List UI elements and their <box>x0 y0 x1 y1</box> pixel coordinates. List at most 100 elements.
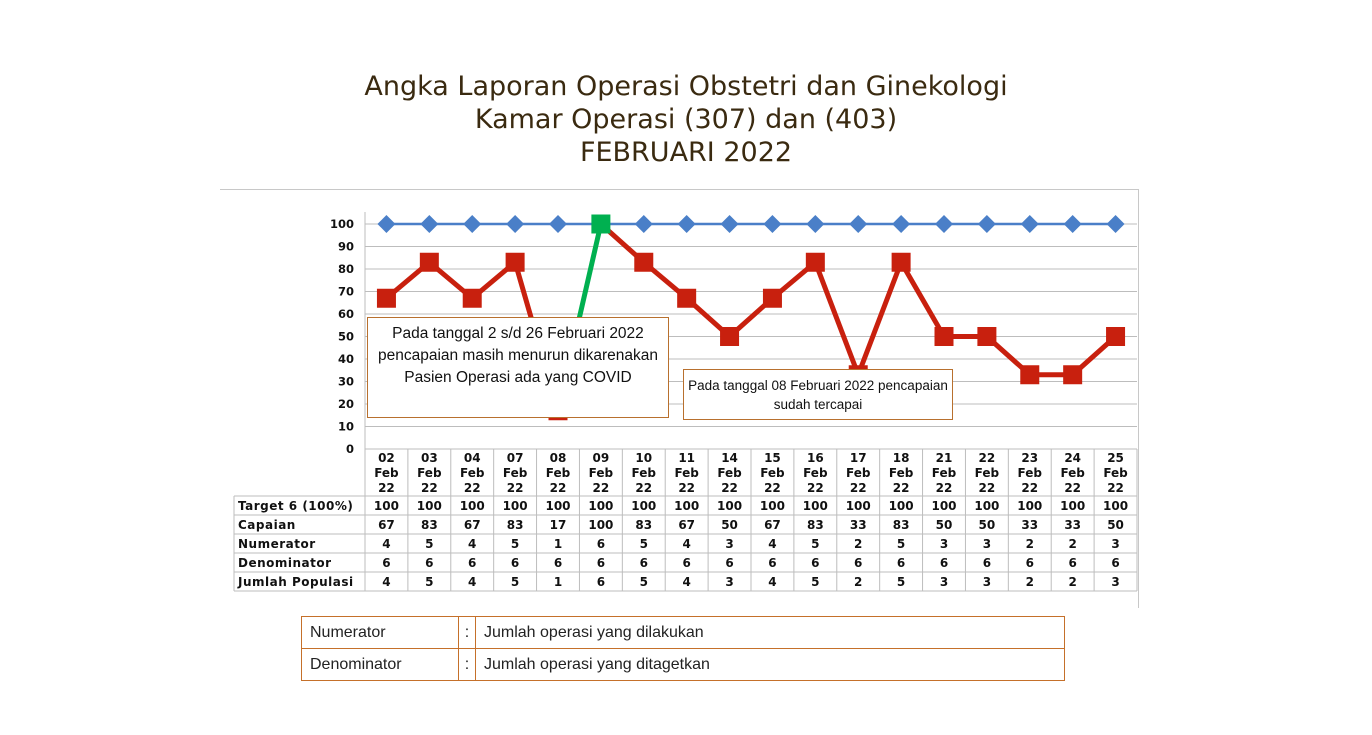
table-cell: 3 <box>725 575 733 589</box>
x-tick-label: 17 Feb 22 <box>846 451 871 495</box>
capaian-point <box>505 252 525 272</box>
table-cell: 4 <box>682 575 690 589</box>
x-tick-label: 07 Feb 22 <box>503 451 528 495</box>
table-cell: 100 <box>717 499 742 513</box>
x-tick-label: 18 Feb 22 <box>889 451 914 495</box>
table-cell: 100 <box>889 499 914 513</box>
table-cell: 50 <box>936 518 953 532</box>
table-cell: 100 <box>974 499 999 513</box>
definition-row: Numerator : Jumlah operasi yang dilakuka… <box>301 616 1065 649</box>
table-cell: 6 <box>940 556 948 570</box>
definition-separator: : <box>458 648 476 681</box>
target-point <box>849 215 868 233</box>
table-cell: 33 <box>850 518 867 532</box>
y-tick-label: 90 <box>338 240 354 254</box>
x-tick-label: 21 Feb 22 <box>932 451 957 495</box>
table-cell: 4 <box>768 537 776 551</box>
table-cell: 100 <box>1060 499 1085 513</box>
x-tick-label: 08 Feb 22 <box>546 451 571 495</box>
table-cell: 4 <box>468 537 476 551</box>
table-cell: 6 <box>725 556 733 570</box>
target-point <box>935 215 953 233</box>
table-cell: 6 <box>382 556 390 570</box>
table-cell: 5 <box>640 537 648 551</box>
target-point <box>677 215 696 233</box>
table-cell: 1 <box>554 575 562 589</box>
table-cell: 2 <box>854 575 862 589</box>
target-point <box>420 215 439 233</box>
table-cell: 17 <box>550 518 567 532</box>
table-cell: 2 <box>854 537 862 551</box>
x-tick-label: 16 Feb 22 <box>803 451 828 495</box>
chart-title: Angka Laporan Operasi Obstetri dan Ginek… <box>0 70 1372 169</box>
table-cell: 3 <box>940 575 948 589</box>
table-cell: 100 <box>503 499 528 513</box>
target-point <box>377 215 396 233</box>
table-cell: 5 <box>811 575 819 589</box>
definition-description: Jumlah operasi yang ditagetkan <box>475 648 1065 681</box>
x-tick-label: 04 Feb 22 <box>460 451 485 495</box>
table-cell: 4 <box>768 575 776 589</box>
table-cell: 6 <box>897 556 905 570</box>
y-tick-label: 30 <box>338 375 354 389</box>
y-tick-label: 40 <box>338 352 354 366</box>
table-cell: 83 <box>635 518 652 532</box>
y-axis-ticks: 0 10 20 30 40 50 60 70 80 90 100 <box>330 217 354 456</box>
x-tick-label: 23 Feb 22 <box>1018 451 1043 495</box>
table-cell: 6 <box>511 556 519 570</box>
table-cell: 5 <box>425 575 433 589</box>
x-tick-label: 03 Feb 22 <box>417 451 442 495</box>
capaian-point <box>634 252 654 272</box>
table-cell: 3 <box>1111 537 1119 551</box>
capaian-point <box>1106 327 1126 346</box>
table-cell: 50 <box>1107 518 1124 532</box>
table-cell: 100 <box>1103 499 1128 513</box>
table-cell: 6 <box>554 556 562 570</box>
table-cell: 5 <box>811 537 819 551</box>
x-tick-label: 24 Feb 22 <box>1060 451 1085 495</box>
title-line-2: Kamar Operasi (307) dan (403) <box>474 104 898 135</box>
definition-separator: : <box>458 616 476 649</box>
table-cell: 100 <box>545 499 570 513</box>
table-cell: 100 <box>460 499 485 513</box>
table-cell: 4 <box>468 575 476 589</box>
table-row-label: Denominator <box>238 556 332 570</box>
target-point <box>1020 215 1039 233</box>
capaian-point <box>762 288 782 308</box>
target-point <box>977 215 996 233</box>
table-cell: 6 <box>468 556 476 570</box>
annotation-covid: Pada tanggal 2 s/d 26 Februari 2022 penc… <box>367 317 669 418</box>
table-cell: 67 <box>678 518 695 532</box>
capaian-point <box>419 252 439 272</box>
table-cell: 2 <box>1068 575 1076 589</box>
table-cell: 6 <box>597 575 605 589</box>
chart-frame <box>220 189 1139 608</box>
table-cell: 6 <box>640 556 648 570</box>
capaian-point <box>1063 365 1083 385</box>
capaian-point <box>891 252 911 272</box>
target-point <box>549 215 567 233</box>
x-tick-label: 15 Feb 22 <box>760 451 785 495</box>
table-cell: 100 <box>374 499 399 513</box>
target-point <box>463 215 482 233</box>
table-cell: 5 <box>897 537 905 551</box>
table-cell: 6 <box>1111 556 1119 570</box>
table-cell: 3 <box>940 537 948 551</box>
table-cell: 3 <box>983 575 991 589</box>
annotation-achieved: Pada tanggal 08 Februari 2022 pencapaian… <box>683 369 953 420</box>
table-cell: 5 <box>897 575 905 589</box>
table-cell: 5 <box>425 537 433 551</box>
table-cell: 6 <box>1068 556 1076 570</box>
definition-description: Jumlah operasi yang dilakukan <box>475 616 1065 649</box>
capaian-point <box>677 288 697 308</box>
table-cell: 3 <box>725 537 733 551</box>
target-point <box>892 215 911 233</box>
table-row-label: Numerator <box>238 537 316 551</box>
x-tick-label: 14 Feb 22 <box>717 451 742 495</box>
table-cell: 2 <box>1068 537 1076 551</box>
table-cell: 100 <box>588 499 613 513</box>
target-point <box>720 215 739 233</box>
y-tick-label: 80 <box>338 262 354 276</box>
table-cell: 5 <box>640 575 648 589</box>
